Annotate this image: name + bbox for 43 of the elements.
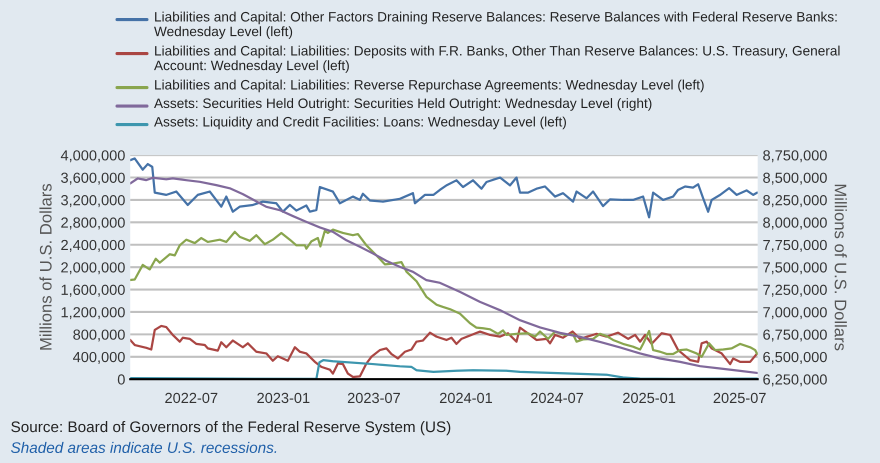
y2-tick-label: 8,000,000 bbox=[763, 217, 827, 230]
line-series bbox=[130, 228, 758, 358]
source-note: Source: Board of Governors of the Federal Reserve System (US) bbox=[11, 420, 450, 436]
y2-tick-label: 7,000,000 bbox=[763, 307, 827, 320]
line-series bbox=[130, 176, 758, 374]
x-tick-label: 2023-07 bbox=[348, 392, 400, 404]
y2-tick-label: 6,750,000 bbox=[763, 329, 827, 342]
y-tick-label: 2,400,000 bbox=[61, 240, 125, 252]
legend-label: Liabilities and Capital: Other Factors Draining Reserve Balances: Reserve Balances with Federal Reserve Banks: Wednesday Level (left) bbox=[154, 12, 837, 39]
x-tick-label: 2025-01 bbox=[623, 392, 676, 404]
y2-tick-label: 7,750,000 bbox=[763, 240, 827, 252]
y-tick-label: 2,000,000 bbox=[61, 262, 125, 274]
line-series bbox=[130, 359, 758, 380]
y-axis-title: Millions of U.S. Dollars bbox=[39, 184, 52, 350]
y-tick-label: 3,600,000 bbox=[61, 172, 125, 185]
y2-tick-label: 8,750,000 bbox=[763, 150, 827, 162]
line-series bbox=[130, 324, 758, 378]
x-tick-label: 2025-07 bbox=[714, 392, 766, 404]
y-tick-label: 1,600,000 bbox=[62, 284, 125, 297]
y-tick-label: 0 bbox=[118, 374, 125, 385]
y-tick-label: 400,000 bbox=[73, 352, 125, 364]
legend-label: Assets: Securities Held Outright: Securities Held Outright: Wednesday Level (right) bbox=[154, 98, 652, 111]
x-tick-label: 2024-07 bbox=[531, 392, 584, 404]
y2-tick-label: 7,500,000 bbox=[763, 262, 827, 274]
x-tick-label: 2023-01 bbox=[257, 392, 310, 404]
y-tick-label: 1,200,000 bbox=[62, 307, 125, 320]
legend-label: Liabilities and Capital: Liabilities: Deposits with F.R. Banks, Other Than Reserve Balances: U.S. Treasury, General Account: Wednesday Level (left) bbox=[154, 46, 840, 73]
x-tick-label: 2024-01 bbox=[440, 392, 492, 404]
y-tick-label: 3,200,000 bbox=[61, 195, 125, 208]
x-tick-label: 2022-07 bbox=[165, 392, 218, 404]
y2-axis-title: Millions of U.S. Dollars bbox=[834, 184, 847, 350]
y2-tick-label: 8,500,000 bbox=[763, 172, 827, 185]
y2-tick-label: 6,500,000 bbox=[763, 352, 827, 364]
y2-tick-label: 8,250,000 bbox=[763, 195, 827, 208]
y2-tick-label: 6,250,000 bbox=[763, 374, 827, 386]
y-tick-label: 4,000,000 bbox=[60, 150, 125, 162]
y2-tick-label: 7,250,000 bbox=[763, 284, 827, 297]
legend-label: Liabilities and Capital: Liabilities: Reverse Repurchase Agreements: Wednesday Level (left) bbox=[155, 80, 704, 92]
text: Shaded areas indicate U.S. recessions. bbox=[10, 442, 276, 454]
legend-label: Assets: Liquidity and Credit Facilities: Loans: Wednesday Level (left) bbox=[154, 116, 566, 130]
y-tick-label: 2,800,000 bbox=[61, 217, 125, 230]
line-series bbox=[130, 157, 758, 218]
y-tick-label: 800,000 bbox=[73, 329, 125, 342]
